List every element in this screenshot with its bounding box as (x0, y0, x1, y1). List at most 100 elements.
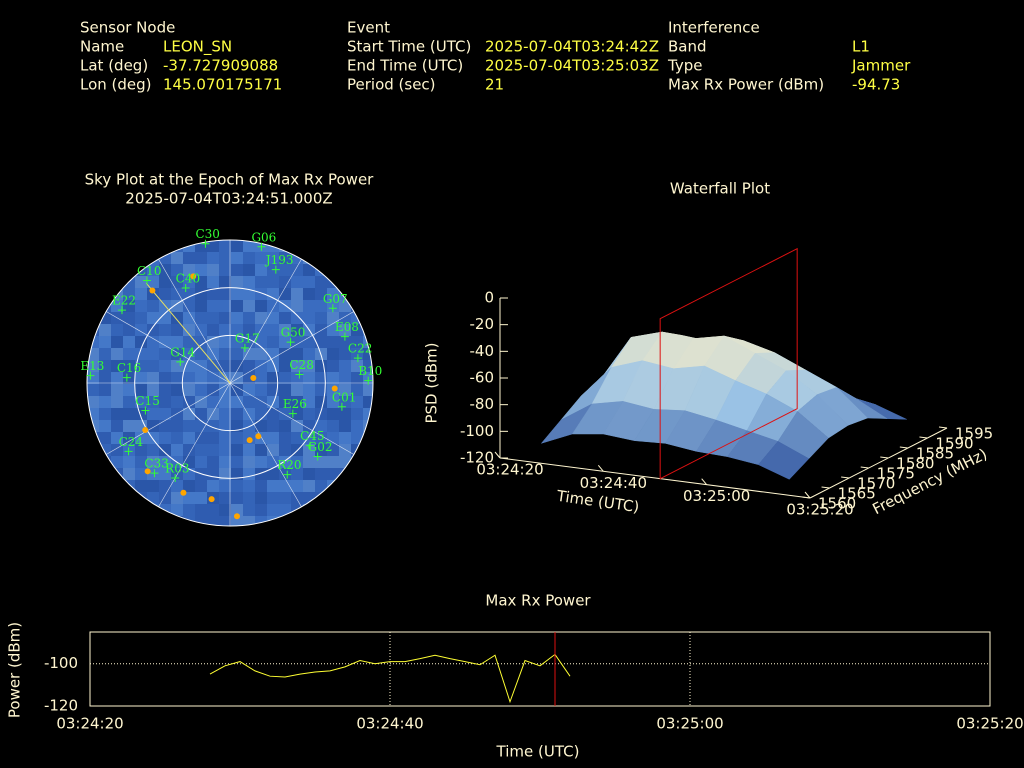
sky-cell (159, 348, 171, 360)
sky-cell (267, 324, 279, 336)
sky-cell (219, 240, 231, 252)
sky-cell (195, 504, 207, 516)
sky-cell (195, 348, 207, 360)
sky-cell (267, 480, 279, 492)
sky-cell (183, 252, 195, 264)
sky-cell (171, 372, 183, 384)
sky-cell (363, 348, 373, 360)
sky-cell (291, 432, 303, 444)
satellite-marker (124, 447, 133, 456)
y-tick-label: 1575 (877, 465, 915, 483)
sky-cell (363, 276, 373, 288)
sky-cell (159, 240, 171, 252)
y-tick-label: 1570 (857, 475, 895, 493)
sky-cell (267, 276, 279, 288)
sky-cell (159, 480, 171, 492)
sky-cell (339, 504, 351, 516)
sky-cell (99, 444, 111, 456)
y-tick-label: 1580 (896, 455, 934, 473)
sky-cell (291, 516, 303, 526)
sky-cell (171, 468, 183, 480)
sky-cell (231, 252, 243, 264)
sky-cell (159, 360, 171, 372)
sky-cell (303, 504, 315, 516)
y-tick-label: 1585 (916, 445, 954, 463)
sky-cell (171, 312, 183, 324)
sky-cell (327, 264, 339, 276)
x-tick (494, 451, 501, 459)
satellite-marker (283, 470, 292, 479)
z-axis-label: PSD (dBm) (423, 342, 441, 423)
field-label: Period (sec) (347, 76, 436, 94)
sky-cell (159, 516, 171, 526)
sky-cell (159, 456, 171, 468)
sky-cell (123, 456, 135, 468)
sky-cell (267, 372, 279, 384)
z-tick-label: -60 (470, 369, 495, 387)
sky-cell (99, 468, 111, 480)
field-label: Band (668, 38, 707, 56)
y-tick-label: 1565 (838, 485, 876, 503)
section-title: Interference (668, 19, 760, 37)
sky-cell (231, 504, 243, 516)
sky-cell (303, 396, 315, 408)
sky-cell (123, 348, 135, 360)
sky-cell (159, 276, 171, 288)
sky-cell (327, 468, 339, 480)
sky-cell (183, 408, 195, 420)
y-axis-label: Power (dBm) (6, 622, 24, 718)
sky-cell (327, 396, 339, 408)
sky-cell (279, 312, 291, 324)
sky-cell (231, 432, 243, 444)
sky-cell (159, 396, 171, 408)
sky-cell (231, 288, 243, 300)
sky-cell (147, 276, 159, 288)
sky-cell (207, 372, 219, 384)
y-tick (860, 466, 869, 469)
sky-cell (351, 432, 363, 444)
sky-cell (135, 240, 147, 252)
sky-cell (171, 504, 183, 516)
sky-subtitle: 2025-07-04T03:24:51.000Z (125, 190, 332, 208)
sky-cell (207, 396, 219, 408)
sky-cell (87, 444, 99, 456)
sky-cell (219, 408, 231, 420)
sky-cell (255, 468, 267, 480)
sky-cell (159, 444, 171, 456)
satellite-label: J193 (264, 253, 294, 267)
sky-cell (279, 468, 291, 480)
y-tick (841, 476, 850, 479)
sky-cell (183, 324, 195, 336)
y-tick (821, 486, 830, 489)
y-tick-label: -100 (44, 654, 78, 672)
sky-cell (195, 456, 207, 468)
satellite-label: C33 (144, 457, 168, 471)
sky-cell (219, 420, 231, 432)
sky-cell (291, 348, 303, 360)
sky-cell (351, 456, 363, 468)
interference-point (233, 513, 240, 520)
satellite-label: C16 (117, 361, 141, 375)
sky-cell (171, 288, 183, 300)
sky-cell (303, 444, 315, 456)
y-tick (801, 496, 811, 499)
interference-point (142, 426, 149, 433)
sky-cell (171, 300, 183, 312)
sky-cell (243, 444, 255, 456)
satellite-label: G17 (235, 331, 260, 345)
sky-cell (363, 240, 373, 252)
line-title: Max Rx Power (485, 592, 591, 610)
sky-cell (279, 396, 291, 408)
satellite-marker (340, 332, 349, 341)
field-value: -37.727909088 (163, 57, 278, 75)
sky-cell (171, 444, 183, 456)
sky-cell (327, 276, 339, 288)
satellite-marker (143, 276, 152, 285)
sky-cell (219, 324, 231, 336)
sky-cell (219, 432, 231, 444)
sky-cell (135, 480, 147, 492)
sky-cell (291, 360, 303, 372)
sky-cell (111, 444, 123, 456)
satellite-marker (288, 409, 297, 418)
sky-cell (99, 456, 111, 468)
